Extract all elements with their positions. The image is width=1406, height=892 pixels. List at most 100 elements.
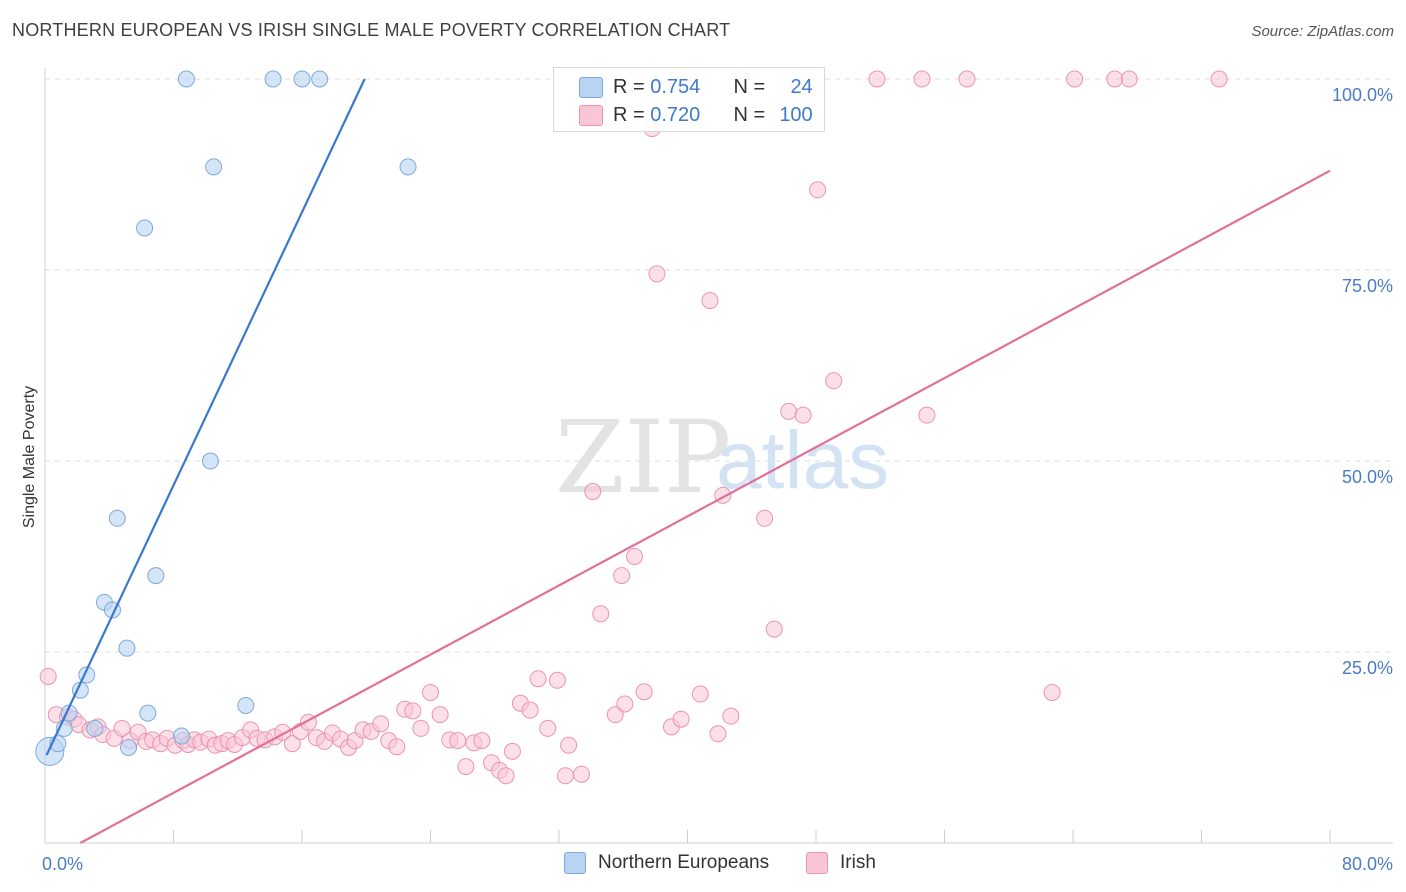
northern-europeans-point	[120, 739, 138, 756]
watermark-atlas: atlas	[716, 415, 889, 506]
northern-europeans-point	[108, 509, 126, 527]
irish-point	[616, 695, 634, 713]
irish-point	[809, 181, 827, 199]
y-tick-label: 100.0%	[1332, 85, 1393, 105]
irish-point	[756, 509, 774, 527]
irish-point	[422, 683, 439, 701]
y-tick-label: 25.0%	[1342, 658, 1393, 678]
irish-point	[584, 483, 602, 501]
irish-point	[635, 683, 653, 701]
zipatlas-watermark: ZIP atlas	[555, 399, 889, 516]
correlation-legend: R = 0.754 N = 24 R = 0.720 N = 100	[553, 67, 825, 132]
irish-point	[709, 725, 727, 743]
irish-point	[572, 765, 590, 783]
irish-point	[372, 715, 390, 733]
northern-europeans-point	[293, 70, 311, 88]
irish-point	[958, 70, 976, 88]
irish-point	[283, 735, 301, 753]
trend-lines	[45, 78, 1331, 844]
irish-point	[918, 406, 936, 424]
legend-n-value: 100	[779, 103, 813, 126]
irish-point	[1106, 70, 1124, 88]
irish-point	[672, 710, 690, 728]
legend-swatch-pink	[579, 104, 603, 126]
irish-point	[794, 406, 812, 424]
irish-point	[913, 70, 931, 88]
legend-n-label: N =	[733, 75, 771, 98]
irish-point	[691, 685, 709, 703]
northern-europeans-point	[139, 704, 157, 722]
northern-europeans-point	[237, 696, 255, 714]
irish-point	[625, 548, 643, 565]
x-tick-label: 80.0%	[1342, 854, 1393, 874]
irish-point	[431, 706, 449, 724]
northern-europeans-point	[201, 452, 219, 470]
irish-point	[701, 292, 719, 310]
northern-europeans-point	[136, 219, 154, 237]
northern-europeans-point	[177, 70, 195, 88]
tick-labels: 25.0% 50.0% 75.0% 100.0% 0.0% 80.0%	[42, 85, 1393, 874]
legend-label: Northern Europeans	[598, 852, 770, 873]
irish-point	[529, 670, 547, 688]
legend-label: Irish	[840, 852, 876, 873]
gridlines	[45, 78, 1393, 653]
irish-point	[765, 620, 783, 638]
irish-point	[539, 719, 557, 737]
irish-point	[113, 719, 131, 737]
legend-swatch-blue	[564, 852, 586, 874]
irish-point	[648, 265, 666, 283]
northern-europeans-point	[147, 567, 165, 585]
northern-europeans-point	[173, 727, 191, 745]
irish-point	[825, 372, 843, 390]
legend-r-value: 0.754	[650, 75, 701, 98]
northern-europeans-trend-line	[45, 78, 366, 756]
irish-point	[449, 732, 467, 750]
watermark-zip: ZIP	[555, 399, 731, 516]
legend-swatch-blue	[579, 76, 603, 98]
irish-point	[560, 736, 578, 754]
irish-point	[592, 605, 610, 623]
irish-point	[497, 767, 515, 785]
irish-point	[1210, 70, 1228, 88]
irish-point	[606, 706, 624, 724]
northern-europeans-point	[264, 70, 282, 88]
y-tick-label: 75.0%	[1342, 276, 1393, 296]
legend-item-irish: Irish	[806, 852, 876, 874]
irish-point	[1066, 70, 1084, 88]
irish-point	[521, 701, 539, 719]
northern-europeans-point	[86, 719, 104, 737]
irish-point	[556, 767, 574, 785]
irish-point	[388, 738, 406, 756]
legend-r-value: 0.720	[650, 103, 701, 126]
axes	[44, 68, 1393, 844]
y-axis-label: Single Male Poverty	[21, 386, 38, 528]
y-tick-label: 50.0%	[1342, 467, 1393, 487]
legend-swatch-pink	[806, 852, 828, 874]
irish-point	[473, 732, 491, 750]
legend-n-value: 24	[790, 75, 813, 98]
chart-title: NORTHERN EUROPEAN VS IRISH SINGLE MALE P…	[12, 20, 731, 40]
northern-europeans-point	[118, 639, 136, 657]
northern-europeans-point	[311, 70, 329, 88]
northern-europeans-point	[205, 158, 223, 176]
irish-point	[548, 671, 566, 689]
legend-r-label: R =	[613, 103, 651, 126]
legend-r-label: R =	[613, 75, 651, 98]
irish-point	[613, 567, 631, 585]
source-credit: Source: ZipAtlas.com	[1251, 23, 1394, 40]
irish-point	[722, 707, 740, 725]
irish-point	[503, 742, 521, 760]
series-legend: Northern Europeans Irish	[0, 852, 1406, 876]
irish-point	[868, 70, 886, 88]
irish-point	[39, 667, 57, 685]
irish-point	[1120, 70, 1138, 88]
irish-trend-line	[79, 169, 1331, 844]
x-tick-label: 0.0%	[42, 854, 83, 874]
legend-item-northern-europeans: Northern Europeans	[564, 852, 769, 874]
northern-europeans-point	[399, 158, 417, 176]
irish-point	[412, 719, 430, 737]
irish-point	[780, 402, 798, 420]
irish-point	[404, 702, 422, 720]
irish-point	[1043, 683, 1061, 701]
